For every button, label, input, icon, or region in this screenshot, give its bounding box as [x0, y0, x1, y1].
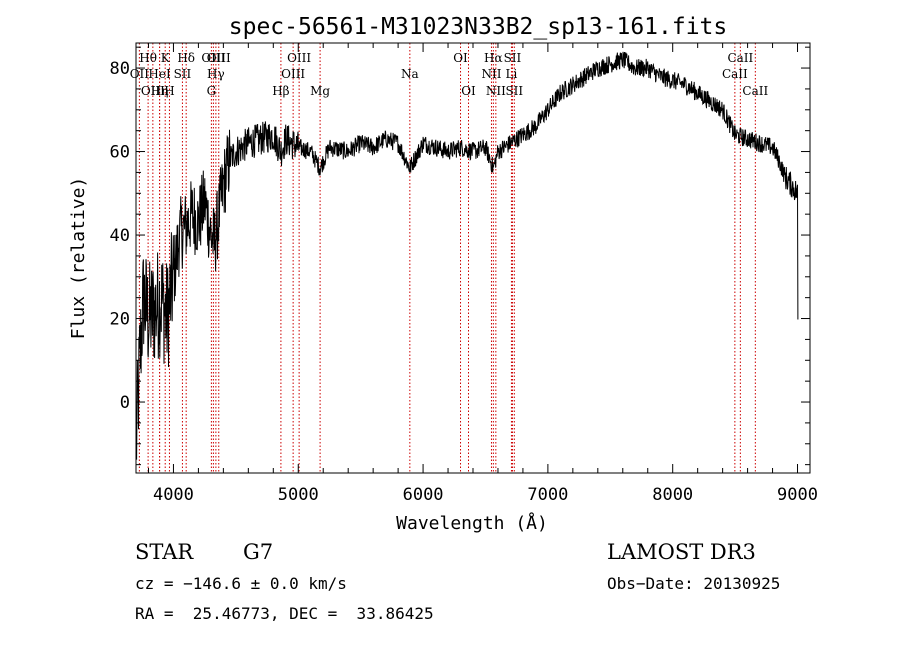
line-label-5: K [161, 51, 171, 65]
line-label-1: Hθ [139, 51, 157, 65]
line-label-2: OIII [141, 84, 165, 98]
line-label-20: NII [481, 67, 501, 81]
line-label-26: CaII [722, 67, 748, 81]
line-label-14: OIII [281, 67, 305, 81]
line-label-4: HeI [148, 67, 171, 81]
y-axis: 0 20 40 60 80 [110, 46, 810, 466]
x-tick-label: 9000 [777, 485, 818, 505]
x-tick-label: 7000 [527, 485, 568, 505]
x-axis-label: Wavelength (Å) [396, 512, 548, 534]
chart-title: spec-56561-M31023N33B2_sp13-161.fits [229, 14, 728, 40]
redshift-velocity: cz = −146.6 ± 0.0 km/s [135, 574, 347, 593]
x-tick-label: 6000 [403, 485, 444, 505]
line-label-24: Li [506, 67, 518, 81]
line-label-27: CaII [727, 51, 753, 65]
line-label-11: Hγ [207, 67, 225, 81]
x-axis: 4000 5000 6000 7000 8000 9000 [147, 43, 818, 505]
line-label-6: H [164, 84, 174, 98]
line-label-17: Na [401, 67, 419, 81]
y-tick-label: 0 [120, 393, 130, 413]
line-label-23: SII [504, 51, 522, 65]
plot-frame [135, 42, 811, 474]
line-label-22: NII [486, 84, 506, 98]
spectrum-line [135, 51, 799, 460]
object-subclass: G7 [243, 540, 274, 564]
line-label-9: G [207, 84, 217, 98]
line-label-16: Mg [310, 84, 330, 98]
y-axis-label: Flux (relative) [68, 177, 89, 340]
spectral-line-labels: OIIHθOIIIHηHeIKHSIIHδGOIIIHγOIIIHβOIIIOI… [130, 51, 769, 98]
survey-release: LAMOST DR3 [607, 540, 756, 564]
line-label-21: Hα [484, 51, 503, 65]
line-label-19: OI [461, 84, 476, 98]
y-tick-label: 80 [110, 59, 130, 79]
observation-date: Obs−Date: 20130925 [607, 574, 781, 593]
sky-coordinates: RA = 25.46773, DEC = 33.86425 [135, 604, 434, 623]
y-tick-label: 60 [110, 143, 130, 163]
x-tick-label: 8000 [652, 485, 693, 505]
line-label-18: OI [453, 51, 468, 65]
line-label-0: OII [130, 67, 150, 81]
line-label-3: Hη [151, 84, 169, 98]
line-label-25: SII [505, 84, 523, 98]
line-label-12: OIII [207, 51, 231, 65]
line-label-8: Hδ [177, 51, 195, 65]
line-label-13: Hβ [272, 84, 289, 98]
line-label-7: SII [174, 67, 192, 81]
y-tick-label: 20 [110, 310, 130, 330]
y-tick-label: 40 [110, 226, 130, 246]
line-label-28: CaII [742, 84, 768, 98]
object-class: STAR [135, 540, 194, 564]
spectrum-series [135, 51, 799, 460]
x-tick-label: 4000 [153, 485, 194, 505]
line-label-10: OIII [201, 51, 225, 65]
spectral-line-markers [138, 43, 756, 473]
x-tick-label: 5000 [278, 485, 319, 505]
line-label-15: OIII [287, 51, 311, 65]
